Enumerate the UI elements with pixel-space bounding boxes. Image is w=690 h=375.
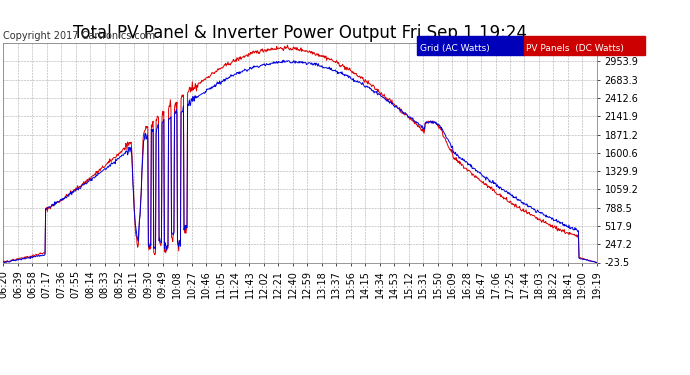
Text: Grid (AC Watts): Grid (AC Watts): [420, 44, 489, 52]
Text: Copyright 2017 Cartronics.com: Copyright 2017 Cartronics.com: [3, 32, 155, 41]
Title: Total PV Panel & Inverter Power Output Fri Sep 1 19:24: Total PV Panel & Inverter Power Output F…: [73, 24, 527, 42]
Text: PV Panels  (DC Watts): PV Panels (DC Watts): [526, 44, 624, 52]
